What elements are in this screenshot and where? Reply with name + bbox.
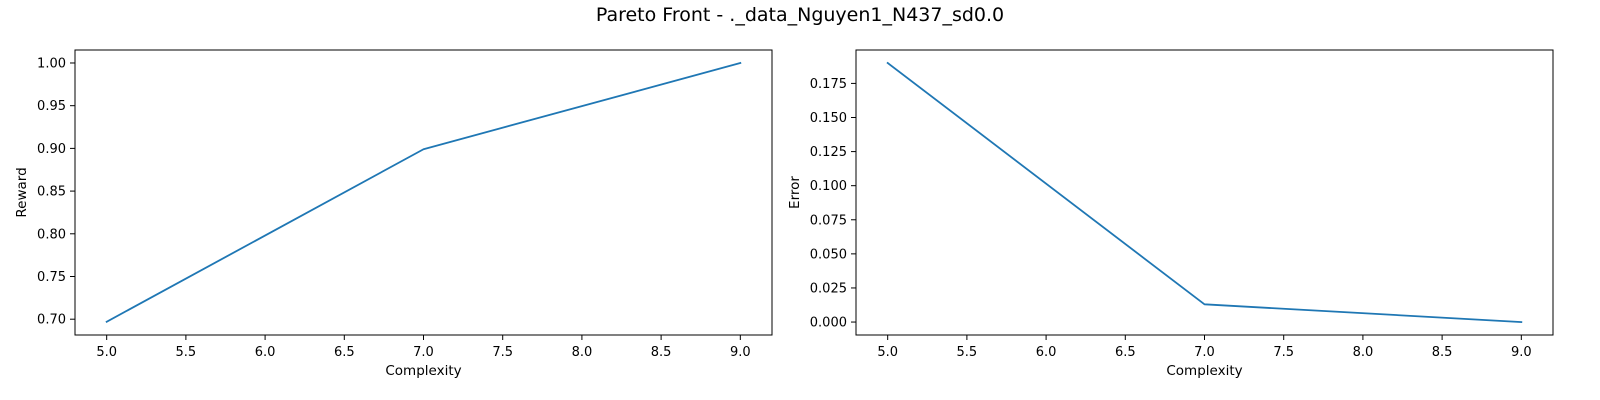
chart-1-y-tick-label-2: 0.75 bbox=[37, 270, 66, 285]
figure-title: Pareto Front - ._data_Nguyen1_N437_sd0.0 bbox=[595, 4, 1005, 26]
chart-2-y-tick-label-4: 0.075 bbox=[810, 213, 847, 228]
chart-1-x-tick-label-9: 9.0 bbox=[730, 345, 751, 360]
chart-2-y-tick-label-8: 0.175 bbox=[810, 77, 847, 92]
chart-1-x-tick-label-1: 5.0 bbox=[96, 345, 117, 360]
chart-2-x-tick-label-5: 7.0 bbox=[1194, 345, 1215, 360]
chart-1-x-tick-label-2: 5.5 bbox=[176, 345, 197, 360]
chart-2-x-tick-label-9: 9.0 bbox=[1511, 345, 1532, 360]
chart-2-y-tick-label-7: 0.150 bbox=[810, 111, 847, 126]
chart-1-x-axis-label: Complexity bbox=[385, 363, 461, 379]
chart-1-x-tick-label-3: 6.0 bbox=[255, 345, 276, 360]
chart-1-y-tick-label-6: 0.95 bbox=[37, 99, 66, 114]
chart-1-x-tick-label-8: 8.5 bbox=[651, 345, 672, 360]
chart-1-series-line-1 bbox=[105, 61, 742, 323]
chart-2-x-tick-label-3: 6.0 bbox=[1036, 345, 1057, 360]
chart-1-x-tick-label-6: 7.5 bbox=[492, 345, 513, 360]
chart-2-x-tick-label-6: 7.5 bbox=[1273, 345, 1294, 360]
chart-2-series-line-1 bbox=[886, 61, 1523, 323]
chart-1-x-tick-label-4: 6.5 bbox=[334, 345, 355, 360]
chart-2-x-tick-label-8: 8.5 bbox=[1432, 345, 1453, 360]
chart-1-y-tick-label-7: 1.00 bbox=[37, 56, 66, 71]
chart-2-x-tick-label-1: 5.0 bbox=[877, 345, 898, 360]
chart-1-y-tick-label-3: 0.80 bbox=[37, 227, 66, 242]
chart-1-x-tick-label-7: 8.0 bbox=[572, 345, 593, 360]
chart-2-x-axis-label: Complexity bbox=[1166, 363, 1242, 379]
chart-1-y-tick-label-5: 0.90 bbox=[37, 142, 66, 157]
chart-2-y-tick-label-6: 0.125 bbox=[810, 145, 847, 160]
chart-2-axes-frame bbox=[855, 49, 1554, 336]
chart-2-y-tick-label-1: 0.000 bbox=[810, 316, 847, 331]
chart-1-y-tick-label-1: 0.70 bbox=[37, 313, 66, 328]
chart-1-x-tick-label-5: 7.0 bbox=[413, 345, 434, 360]
chart-2-y-tick-label-2: 0.025 bbox=[810, 281, 847, 296]
chart-1-y-axis-label: Reward bbox=[14, 167, 30, 217]
chart-2-y-tick-label-5: 0.100 bbox=[810, 179, 847, 194]
chart-2-x-tick-label-7: 8.0 bbox=[1353, 345, 1374, 360]
chart-1-axes-frame bbox=[74, 49, 773, 336]
chart-1-y-tick-label-4: 0.85 bbox=[37, 185, 66, 200]
chart-2-y-axis-label: Error bbox=[787, 176, 803, 209]
chart-2-y-tick-label-3: 0.050 bbox=[810, 247, 847, 262]
chart-2-x-tick-label-4: 6.5 bbox=[1115, 345, 1136, 360]
chart-2-x-tick-label-2: 5.5 bbox=[957, 345, 978, 360]
